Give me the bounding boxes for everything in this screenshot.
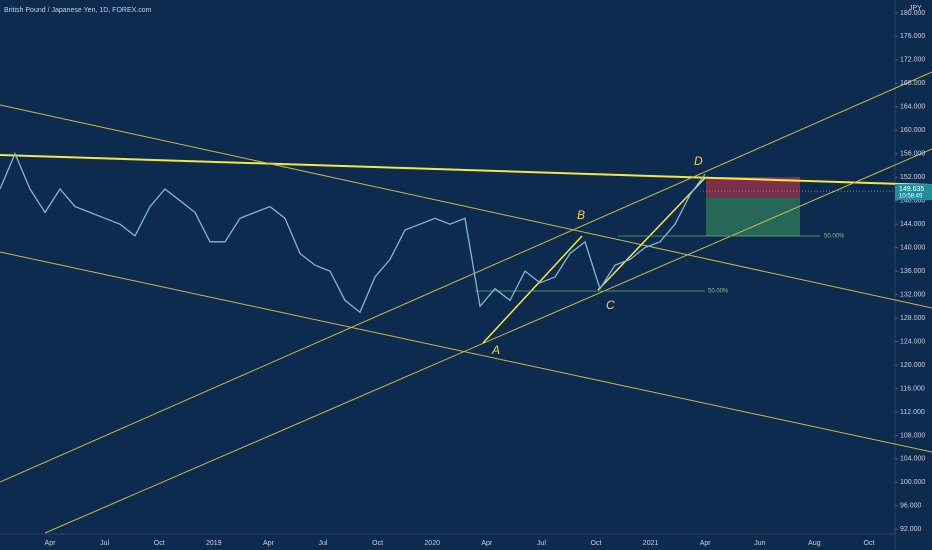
y-tick-label: 168.000 — [900, 80, 925, 87]
y-tick-label: 136.000 — [900, 268, 925, 275]
target-zone — [706, 198, 800, 236]
drawings: 50.00% 50.00% A B C D — [0, 71, 932, 534]
countdown-label: 10:58:49 — [899, 194, 923, 200]
y-tick-label: 112.000 — [900, 409, 925, 416]
channel-line — [44, 148, 932, 534]
x-tick-label: 2019 — [206, 540, 222, 547]
x-tick-label: Oct — [154, 540, 165, 547]
x-tick-label: 2021 — [643, 540, 659, 547]
currency-label: JPY — [909, 5, 922, 12]
y-tick-label: 120.000 — [900, 362, 925, 369]
price-line — [0, 152, 706, 314]
channel-line — [0, 71, 932, 483]
y-tick-label: 96.000 — [900, 503, 922, 510]
x-tick-label: Oct — [372, 540, 383, 547]
y-tick-label: 92.000 — [900, 526, 922, 533]
x-tick-label: Oct — [591, 540, 602, 547]
y-tick-label: 132.000 — [900, 291, 925, 298]
y-tick-label: 156.000 — [900, 151, 925, 158]
x-tick-label: Jul — [319, 540, 328, 547]
x-tick-label: Apr — [45, 540, 57, 547]
y-tick-label: 164.000 — [900, 104, 925, 111]
trend-line — [0, 251, 932, 453]
last-price-label: 149.635 — [899, 186, 924, 193]
last-price-tag — [895, 184, 932, 201]
y-tick-label: 148.000 — [900, 198, 925, 205]
y-tick-label: 128.000 — [900, 315, 925, 322]
resistance-line — [0, 154, 932, 186]
stop-zone — [706, 177, 800, 198]
y-tick-label: 140.000 — [900, 244, 925, 251]
fib-label: 50.00% — [824, 234, 845, 240]
y-tick-label: 104.000 — [900, 456, 925, 463]
pattern-label: B — [577, 208, 585, 222]
fib-label: 50.00% — [708, 289, 729, 295]
x-tick-label: Oct — [864, 540, 875, 547]
x-tick-label: Jul — [100, 540, 109, 547]
x-tick-label: Aug — [808, 540, 821, 547]
pattern-leg — [597, 177, 706, 291]
pattern-label: C — [606, 298, 615, 312]
pattern-label: D — [694, 154, 703, 168]
pattern-leg — [482, 235, 583, 344]
x-tick-label: Jun — [754, 540, 765, 547]
x-tick-label: Apr — [481, 540, 493, 547]
x-tick-label: Jul — [537, 540, 546, 547]
y-tick-label: 100.000 — [900, 479, 925, 486]
y-tick-label: 176.000 — [900, 33, 925, 40]
pattern-label: A — [491, 343, 500, 357]
x-tick-label: Apr — [263, 540, 275, 547]
chart-title: British Pound / Japanese Yen, 1D, FOREX.… — [4, 7, 152, 14]
y-tick-label: 124.000 — [900, 338, 925, 345]
x-tick-label: Apr — [700, 540, 712, 547]
y-tick-label: 152.000 — [900, 174, 925, 181]
y-tick-label: 144.000 — [900, 221, 925, 228]
y-tick-label: 116.000 — [900, 385, 925, 392]
y-tick-label: 180.000 — [900, 10, 925, 17]
x-tick-label: 2020 — [424, 540, 440, 547]
y-tick-label: 108.000 — [900, 432, 925, 439]
trend-line — [0, 104, 932, 309]
y-tick-label: 172.000 — [900, 57, 925, 64]
y-tick-label: 160.000 — [900, 127, 925, 134]
